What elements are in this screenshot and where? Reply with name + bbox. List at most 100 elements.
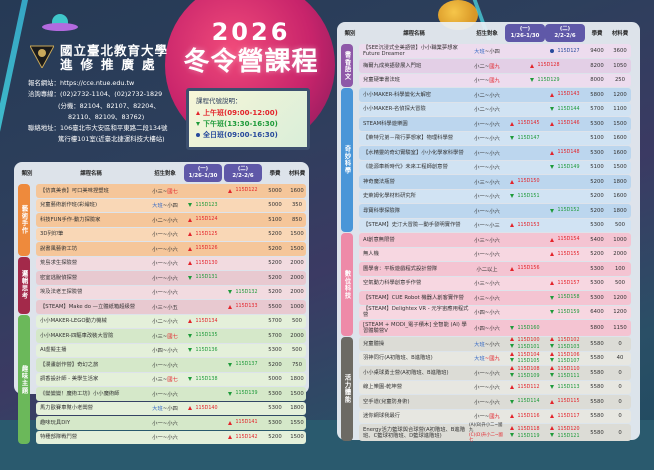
material-fee: 1500 bbox=[290, 390, 304, 397]
code-text: 115D123 bbox=[195, 202, 218, 208]
course-name: 小小MAKER-名偵探大冒險 bbox=[363, 106, 426, 113]
fee: 5200 bbox=[590, 207, 604, 214]
table-row[interactable]: 迷你網球我最行 小一~ 國九 115D116 115D117 5580 0 bbox=[337, 410, 640, 424]
table-row[interactable]: 兒童藝術創作班(彩繪班) 大班 ~小四 115D123 5000 350 bbox=[14, 199, 309, 213]
table-row[interactable]: [STEAM + MODI_電子積木] 全智能 (AI) 學習體驗營V 小四~小六… bbox=[337, 320, 640, 336]
table-row[interactable]: 說書風藝術工坊 小一~小六 115D126 5200 1500 bbox=[14, 242, 309, 256]
target-from: 小一~小六 bbox=[474, 150, 500, 157]
code-text: 115D144 bbox=[557, 106, 580, 112]
table-row[interactable]: 小小桌球勇士營(A初階班、B進階班) 小一~小六 115D108 115D109 115… bbox=[337, 366, 640, 380]
target-from: 小二以上 bbox=[476, 266, 498, 273]
table-row[interactable]: Energy活力籃球與合球營(A初階班、B進階班、C籃球初階班、D籃球進階班)(… bbox=[337, 423, 640, 443]
triangle-down-icon bbox=[188, 275, 193, 280]
circle-icon bbox=[550, 49, 555, 53]
triangle-up-icon bbox=[550, 121, 555, 126]
table-row[interactable]: 小小MAKER-LEGO動力機械 小二~小六 115D134 5700 500 bbox=[14, 315, 309, 329]
triangle-down-icon bbox=[530, 78, 535, 83]
course-name: 小小MAKER-四驅車改裝大冒險 bbox=[40, 332, 114, 339]
table-row[interactable]: 小小MAKER-四驅車改裝大冒險 小三~ 國七 115D135 5700 2000 bbox=[14, 329, 309, 343]
table-row[interactable]: 尋寶科學探險隊 小一~小六 115D152 5200 1800 bbox=[337, 204, 640, 218]
course-name: AI虛擬主播 bbox=[40, 347, 67, 354]
morning-code: 115D118 bbox=[510, 426, 540, 433]
session-w2 bbox=[224, 199, 262, 213]
session-w1 bbox=[184, 358, 222, 372]
table-row[interactable]: 空手道(兒童防身術) 小一~小六 115D114 115D115 5580 0 bbox=[337, 395, 640, 409]
table-row[interactable]: 圖學會：平板遊戲程式設計營隊 小二以上 115D156 5300 100 bbox=[337, 262, 640, 276]
triangle-up-icon bbox=[510, 179, 515, 184]
course-name: 【萊特兄弟－飛行夢想家】物理科學營 bbox=[363, 135, 454, 142]
course-name: AI創意無限營 bbox=[363, 236, 395, 243]
target-audience: 小一~小六 bbox=[469, 204, 505, 218]
session-codes: 115D108 115D109 bbox=[510, 366, 540, 379]
table-row[interactable]: 線上樂園-乾坤營 小一~小六 115D112 115D113 5580 0 bbox=[337, 381, 640, 395]
table-row[interactable]: 小小MAKER-科學變化大解密 小二~小六 115D143 5800 1200 bbox=[337, 88, 640, 102]
table-row[interactable]: 埃及法老王探險營 小一~小六 115D132 5200 2000 bbox=[14, 286, 309, 300]
session-w1: 115D135 bbox=[184, 329, 222, 343]
material-fee: 1050 bbox=[613, 62, 627, 69]
table-row[interactable]: 【漫畫創作營】奇幻之旅 小一~小六 115D137 5200 750 bbox=[14, 358, 309, 372]
table-row[interactable]: 神奇魔法瓶營 小三~小六 115D150 5200 1800 bbox=[337, 175, 640, 189]
target-from: 小一~小六 bbox=[474, 370, 500, 377]
code-text: 115D130 bbox=[195, 260, 218, 266]
table-row[interactable]: 【萊特兄弟－飛行夢想家】物理科學營 小一~小六 115D147 5100 1600 bbox=[337, 132, 640, 146]
table-row-bg bbox=[359, 204, 631, 218]
table-row-bg bbox=[36, 300, 306, 314]
table-row[interactable]: 調香設計師 - 美學生活家 小三~ 國七 115D138 5000 1800 bbox=[14, 373, 309, 387]
table-row[interactable]: 【STEAM】Make do —立體紙箱超級營 小三~小五 115D133 5500 1… bbox=[14, 300, 309, 314]
triangle-down-icon bbox=[550, 432, 555, 437]
target-audience: 小三~ 國七 bbox=[146, 329, 184, 343]
session-w2: 115D155 bbox=[545, 248, 585, 262]
session-w2 bbox=[224, 257, 262, 271]
fee: 5300 bbox=[590, 222, 604, 229]
course-name: 小小桌球勇士營(A初階班、B進階班) bbox=[363, 369, 449, 376]
table-row[interactable]: 《能源車新時代》未來工程師創意營 小一~小六 115D149 5100 1500 bbox=[337, 161, 640, 175]
table-row[interactable]: 密室逃脫偵探營 小一~小六 115D131 5200 2000 bbox=[14, 271, 309, 285]
fee: 5300 bbox=[268, 405, 282, 412]
registration-website[interactable]: 報名網站：https://cce.ntue.edu.tw bbox=[28, 79, 135, 87]
table-row[interactable]: AI創意無限營 小三~小六 115D154 5400 1000 bbox=[337, 233, 640, 247]
table-row[interactable]: 兒童硬筆書法班 小一~ 國九 115D129 8000 250 bbox=[337, 74, 640, 88]
table-row[interactable]: 無人機 小一~小六 115D155 5200 2000 bbox=[337, 248, 640, 262]
table-row[interactable]: 【水精靈的奇幻實驗室】小小化學家科學營 小一~小六 115D148 5300 1600 bbox=[337, 146, 640, 160]
table-row[interactable]: 梅爾九成英語發展入門班 小二~ 國九 115D128 8200 1050 bbox=[337, 59, 640, 73]
target-from: 小一~小六 bbox=[152, 246, 178, 253]
header-target: 招生對象 bbox=[154, 171, 176, 177]
table-row[interactable]: STEAM科學遊樂園 小一~小六 115D145 115D146 5300 1500 bbox=[337, 117, 640, 131]
target-audience: 小二~小六 bbox=[469, 88, 505, 102]
table-row[interactable]: 【STEAM】CUE Robot 機器人創客實作營 小三~小六 115D158 530… bbox=[337, 291, 640, 305]
table-row[interactable]: 空氣動力科學創意手作營 小三~小六 115D157 5300 500 bbox=[337, 277, 640, 291]
code-text: 115D132 bbox=[235, 289, 258, 295]
table-row[interactable]: 史萊姆化學材料研究所 小一~小六 115D151 5200 1600 bbox=[337, 190, 640, 204]
target-audience: 小三~小五 bbox=[146, 300, 184, 314]
material-fee: 100 bbox=[614, 265, 626, 272]
table-row[interactable]: 趣味玩具DIY 小一~小六 115D141 5300 1550 bbox=[14, 416, 309, 430]
table-row[interactable]: 【SEE沉浸式全美語營】小小職業夢想家Future Dreamer 大班 ~小四 11… bbox=[337, 44, 640, 58]
session-w2: 115D154 bbox=[545, 233, 585, 247]
table-row[interactable]: 科技FUN手作-動力探險家 小二~小六 115D124 5100 850 bbox=[14, 213, 309, 227]
code-text: 115D106 bbox=[557, 352, 580, 358]
target-from: 小三~ bbox=[152, 188, 168, 195]
table-row[interactable]: 兒童體操 大班 ~小六 115D100 115D101 115D102 115D103 558… bbox=[337, 337, 640, 351]
table-row[interactable]: 特種部隊戰鬥營 小一~小六 115D142 5200 1500 bbox=[14, 431, 309, 445]
course-name: 兒童藝術創作班(彩繪班) bbox=[40, 202, 98, 209]
triangle-up-icon bbox=[510, 266, 515, 271]
legend-label: 上午班(09:00-12:00) bbox=[203, 109, 278, 117]
table-row[interactable]: AI虛擬主播 小四~小六 115D136 5300 500 bbox=[14, 344, 309, 358]
table-row[interactable]: 【STEAM】Delightex VR - 元宇宙應用程式營 小四~小六 115D1… bbox=[337, 306, 640, 320]
table-row[interactable]: 小小MAKER-名偵探大冒險 小二~小六 115D144 5700 1100 bbox=[337, 103, 640, 117]
table-row-bg bbox=[36, 314, 306, 328]
session-w2 bbox=[545, 320, 585, 336]
target-audience: 小三~小六 bbox=[469, 277, 505, 291]
table-row[interactable]: 荒島求生探險營 小一~小六 115D130 5200 2000 bbox=[14, 257, 309, 271]
target-audience: 大班 ~小四 bbox=[146, 402, 184, 416]
table-row[interactable]: 羽神同行(A初階班、B進階班) 大班 ~國九 115D104 115D105 115D10… bbox=[337, 351, 640, 366]
table-row[interactable]: 3D列印筆 小一~小六 115D125 5200 1500 bbox=[14, 228, 309, 242]
table-row[interactable]: 馬力歐賽車幫小老闆營 大班 ~小四 115D140 5300 1800 bbox=[14, 402, 309, 416]
afternoon-code: 115D101 bbox=[510, 343, 540, 351]
table-row[interactable]: 【仿真美食】可口美味捏塑班 小三~ 國七 115D122 5000 1600 bbox=[14, 184, 309, 198]
table-row[interactable]: 【STEAM】史汀大冒險—動手發明實作營 小一~小三 115D153 5300 500 bbox=[337, 219, 640, 233]
table-row-bg bbox=[359, 395, 631, 409]
triangle-down-icon bbox=[228, 391, 233, 396]
target-to: ~小四 bbox=[162, 203, 178, 210]
table-row[interactable]: 《變變變！魔術工坊》小小魔術師 小一~小六 115D139 5300 1500 bbox=[14, 387, 309, 401]
